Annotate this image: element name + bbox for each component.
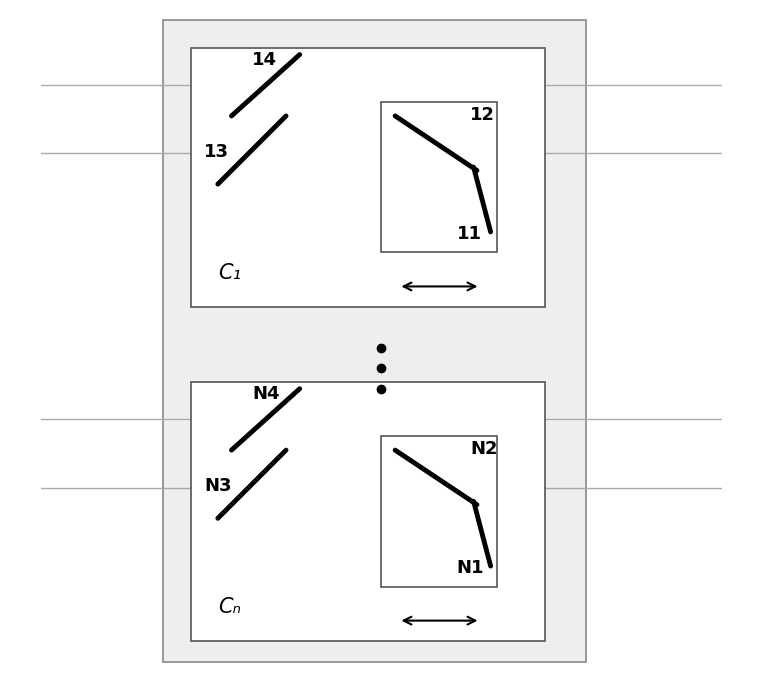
Text: N2: N2 — [470, 440, 497, 458]
Bar — [382, 436, 497, 587]
Bar — [382, 102, 497, 252]
Text: N3: N3 — [204, 477, 232, 495]
Text: 11: 11 — [456, 225, 481, 243]
Text: C₁: C₁ — [217, 263, 241, 283]
Text: N4: N4 — [252, 385, 279, 403]
Bar — [163, 20, 586, 662]
Text: 13: 13 — [204, 143, 229, 161]
Bar — [191, 382, 546, 641]
Text: 14: 14 — [252, 51, 277, 69]
Text: 12: 12 — [470, 106, 495, 123]
Text: Cₙ: Cₙ — [217, 597, 241, 617]
Text: N1: N1 — [456, 559, 484, 577]
Bar — [191, 48, 546, 307]
